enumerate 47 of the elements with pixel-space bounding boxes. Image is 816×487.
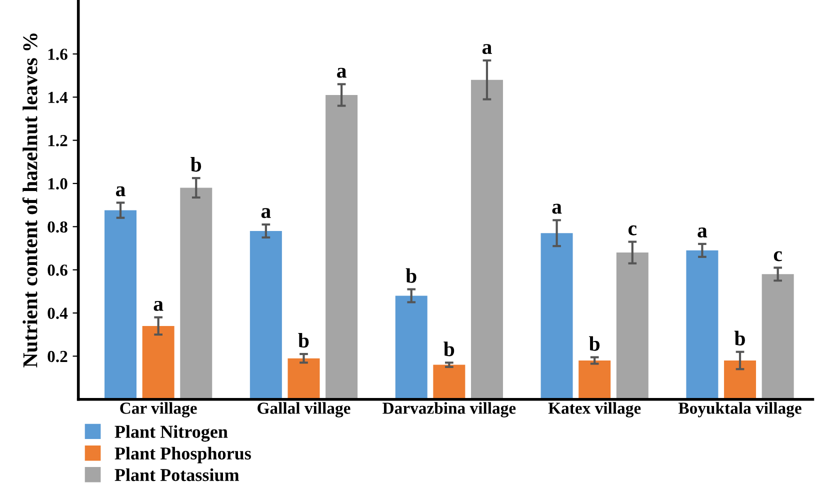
- legend-label: Plant Potassium: [114, 468, 240, 482]
- x-tick-label: Darvazbina village: [382, 402, 516, 418]
- data-label: b: [298, 332, 309, 348]
- legend-label: Plant Nitrogen: [114, 425, 228, 442]
- data-label: b: [190, 157, 202, 172]
- bar: [724, 360, 756, 400]
- bar: [104, 210, 137, 400]
- data-label: a: [337, 68, 346, 78]
- y-tick-label: 0.2: [48, 350, 68, 362]
- data-label: b: [589, 336, 600, 351]
- bar: [762, 274, 794, 400]
- data-label: b: [444, 342, 454, 356]
- bar: [578, 360, 611, 400]
- bar: [470, 80, 503, 400]
- data-label: b: [734, 330, 745, 346]
- y-tick-label: 1.4: [48, 92, 68, 104]
- y-tick-label: 1.0: [48, 178, 68, 190]
- x-tick-label: Boyuktala village: [678, 402, 802, 418]
- bar: [433, 364, 466, 400]
- bar: [250, 230, 282, 400]
- data-label: a: [261, 208, 271, 218]
- data-label: a: [154, 300, 164, 311]
- y-tick-label: 1.2: [48, 135, 68, 146]
- data-label: c: [628, 225, 637, 236]
- legend-label: Plant Phosphorus: [114, 446, 251, 464]
- data-label: b: [406, 268, 416, 283]
- bar: [326, 94, 358, 400]
- bar: [540, 233, 573, 400]
- y-tick-label: 0.6: [48, 264, 68, 276]
- bar: [288, 358, 320, 400]
- y-tick-label: 0.4: [48, 308, 68, 320]
- data-label: a: [482, 44, 492, 54]
- bar: [395, 296, 428, 400]
- y-tick-label: 1.6: [48, 48, 68, 60]
- data-label: a: [552, 204, 562, 214]
- data-label: a: [116, 186, 126, 196]
- x-tick-label: Gallal village: [258, 402, 350, 418]
- y-axis-title: Nutrient content of hazelnut leaves %: [22, 34, 38, 368]
- y-tick-label: 0.8: [48, 221, 68, 233]
- bar: [180, 188, 212, 400]
- x-tick-label: Car village: [120, 402, 197, 418]
- bar: [686, 250, 718, 400]
- data-label: a: [698, 228, 708, 238]
- x-tick-label: Katex village: [548, 402, 641, 418]
- bar: [142, 326, 174, 400]
- bar: [616, 252, 648, 400]
- data-label: c: [774, 251, 782, 262]
